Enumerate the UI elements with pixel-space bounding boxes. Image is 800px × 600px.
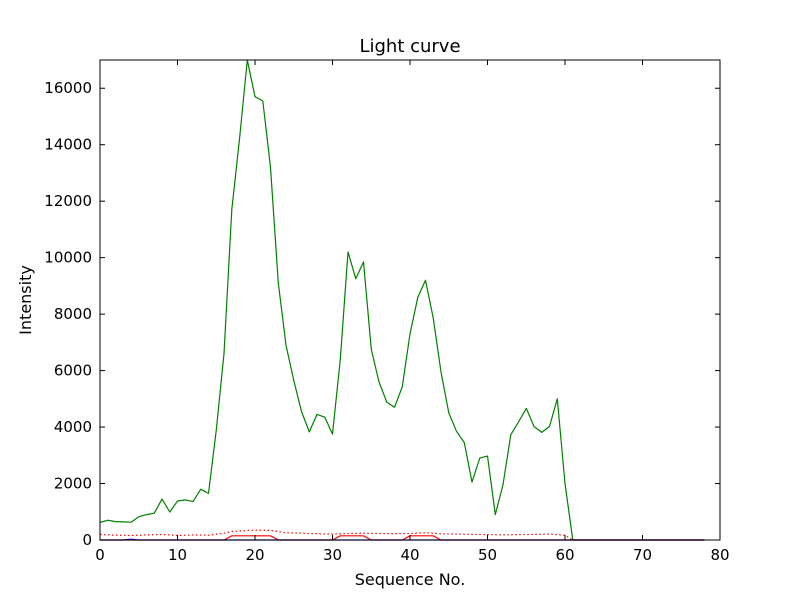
series-line-1 [99, 529, 705, 541]
x-tick-label: 0 [95, 546, 105, 564]
y-tick-label: 6000 [54, 362, 92, 380]
y-axis-label: Intensity [16, 265, 35, 335]
y-tick-label: 12000 [44, 192, 92, 210]
x-tick-label: 70 [633, 546, 652, 564]
y-tick-label: 10000 [44, 249, 92, 267]
x-tick-label: 80 [710, 546, 729, 564]
x-tick-label: 40 [400, 546, 419, 564]
ticks-layer: 0 10 20 30 40 50 60 70 80 0 2000 4000 6000 8000 10000 1… [44, 60, 730, 564]
x-tick-label: 10 [168, 546, 187, 564]
series-layer [99, 59, 705, 541]
y-tick-label: 14000 [44, 136, 92, 154]
y-tick-label: 0 [82, 531, 92, 549]
x-axis-label: Sequence No. [355, 570, 466, 589]
y-tick-label: 16000 [44, 79, 92, 97]
y-tick-label: 2000 [54, 475, 92, 493]
y-tick-label: 4000 [54, 418, 92, 436]
series-line-0 [99, 59, 705, 541]
y-tick-label: 8000 [54, 305, 92, 323]
x-tick-label: 60 [555, 546, 574, 564]
series-line-2 [100, 535, 705, 541]
x-tick-label: 30 [323, 546, 342, 564]
x-tick-label: 50 [478, 546, 497, 564]
x-tick-label: 20 [245, 546, 264, 564]
chart-title: Light curve [359, 36, 460, 57]
plot-frame [99, 59, 721, 541]
